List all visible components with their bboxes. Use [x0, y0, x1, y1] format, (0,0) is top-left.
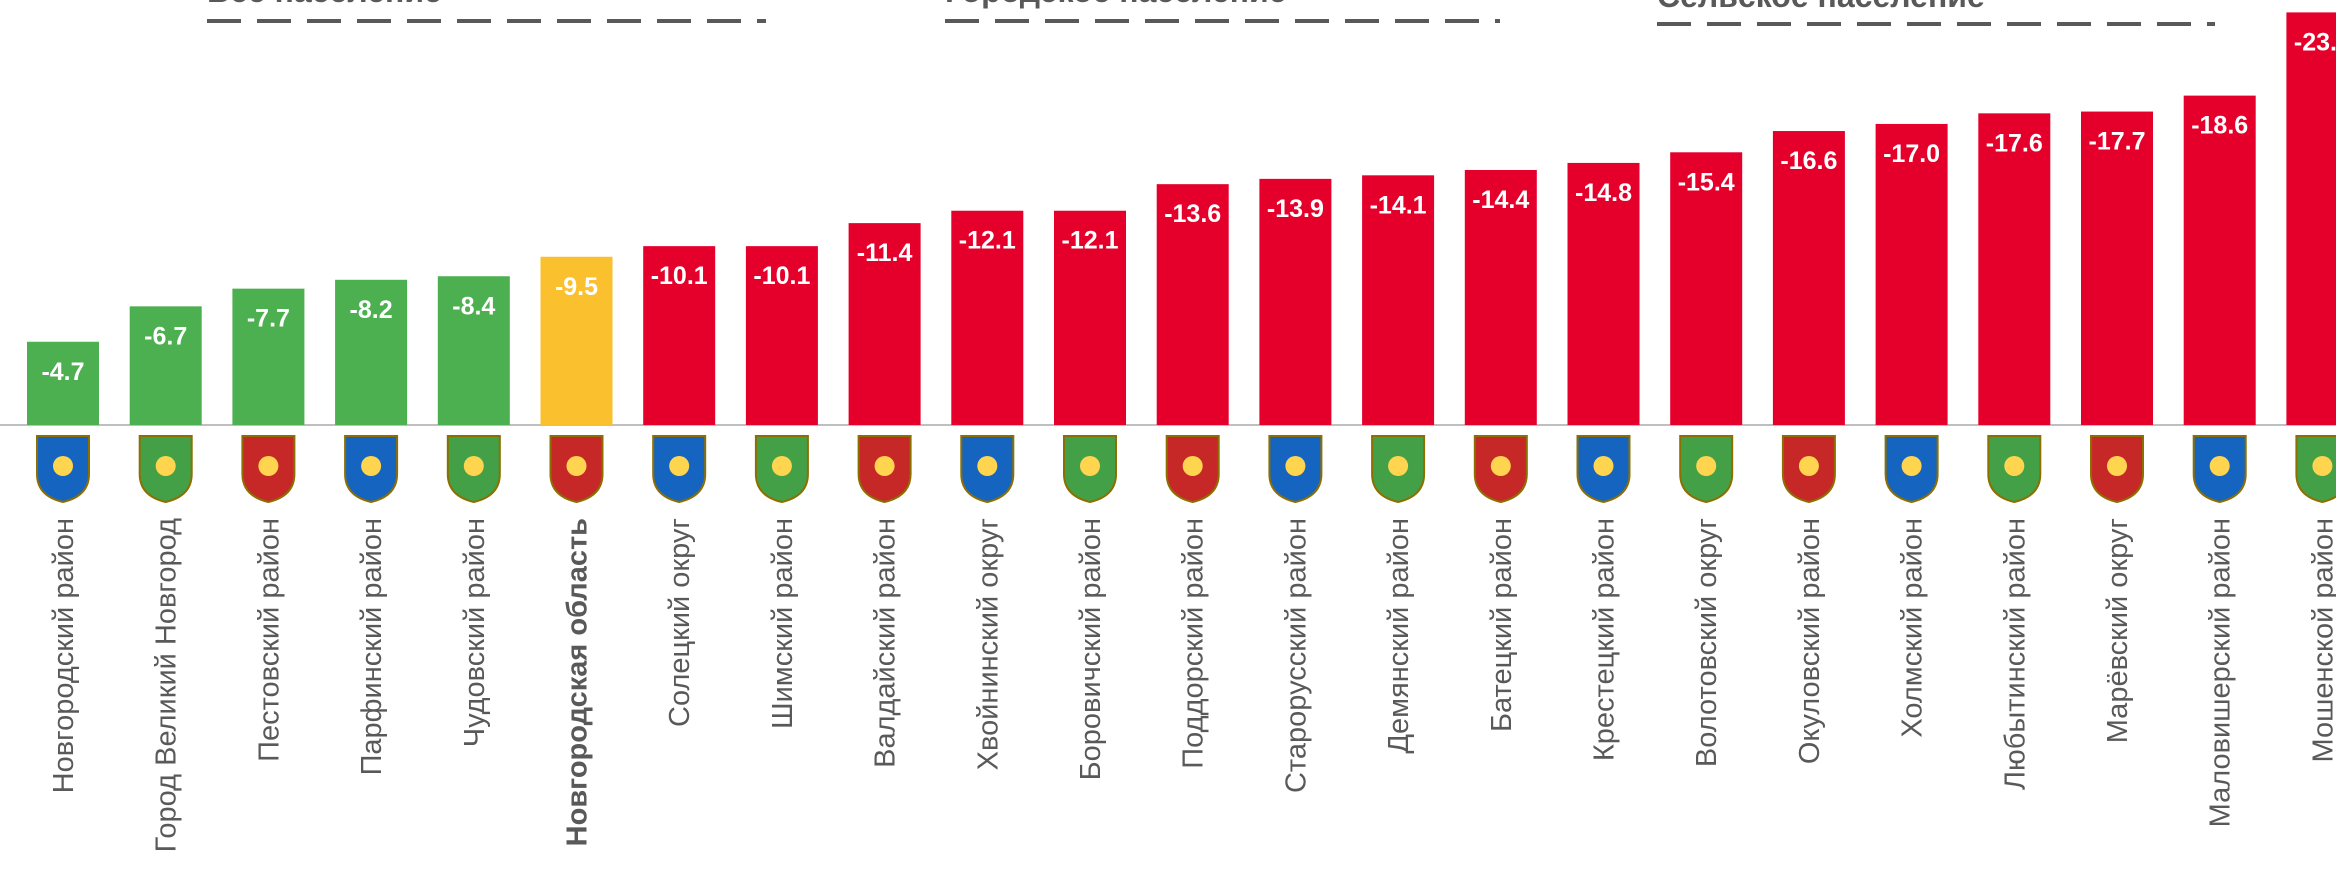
- bar: [643, 246, 716, 425]
- x-tick-label: Окуловский район: [1794, 518, 1826, 764]
- bar: [848, 223, 921, 425]
- value-label: -7.7: [247, 305, 290, 333]
- emblem-detail: [1901, 456, 1922, 476]
- x-tick-label: Боровичский район: [1075, 518, 1107, 780]
- bar: [2081, 111, 2153, 425]
- value-label: -17.6: [1986, 129, 2043, 157]
- value-label: -14.8: [1575, 179, 1632, 207]
- emblem-detail: [1696, 456, 1717, 476]
- x-tick-label: Старорусский район: [1280, 518, 1312, 793]
- bar: [335, 279, 408, 425]
- x-tick-label: Марёвский округ: [2102, 518, 2134, 743]
- bar: [540, 256, 613, 425]
- value-label: -12.1: [1062, 227, 1119, 255]
- bar: [1978, 113, 2051, 425]
- value-label: -10.1: [753, 262, 810, 290]
- x-tick-label: Новгородский район: [48, 518, 80, 793]
- value-label: -23.3: [2294, 28, 2336, 56]
- x-tick-label: Холмский район: [1897, 518, 1929, 738]
- bar: [1362, 175, 1435, 425]
- emblem-detail: [463, 456, 484, 476]
- value-label: -6.7: [144, 322, 187, 350]
- bar: [1464, 170, 1537, 425]
- emblem-detail: [1285, 456, 1306, 476]
- bar: [745, 246, 818, 425]
- header: Все население: [207, 0, 442, 9]
- emblem-detail: [2312, 456, 2333, 476]
- emblem-detail: [1388, 456, 1409, 476]
- x-tick-label: Город Великий Новгород: [151, 518, 183, 852]
- x-tick-label: Батецкий район: [1486, 518, 1518, 732]
- bar: [1567, 162, 1640, 425]
- header: Городское население: [945, 0, 1287, 9]
- bar: [1772, 131, 1845, 425]
- value-label: -12.1: [959, 227, 1016, 255]
- value-label: -9.5: [555, 273, 598, 301]
- value-label: -18.6: [2191, 112, 2248, 140]
- value-label: -14.1: [1370, 191, 1427, 219]
- value-label: -8.2: [350, 296, 393, 324]
- header: Сельское население: [1657, 0, 1985, 14]
- x-tick-label: Мошенской район: [2307, 518, 2336, 763]
- bar: [2286, 12, 2336, 425]
- emblem-detail: [1080, 456, 1100, 476]
- x-tick-label: Валдайский район: [870, 518, 902, 768]
- x-tick-label: Крестецкий район: [1589, 518, 1621, 761]
- emblem-detail: [361, 456, 382, 476]
- bar: [1875, 123, 1948, 425]
- x-tick-label: Поддорский район: [1178, 518, 1210, 769]
- bar: [129, 306, 202, 425]
- bar: [1054, 210, 1126, 425]
- emblem-detail: [1798, 456, 1819, 476]
- x-tick-label: Пестовский район: [253, 518, 285, 762]
- x-tick-label: Парфинский район: [356, 518, 388, 775]
- x-tick-label: Солецкий округ: [664, 518, 696, 727]
- emblem-detail: [566, 456, 587, 476]
- x-tick-label: Любытинский район: [1999, 518, 2031, 790]
- emblem-detail: [258, 456, 279, 476]
- emblem-detail: [2209, 456, 2230, 476]
- emblem-detail: [874, 456, 895, 476]
- value-label: -8.4: [452, 292, 495, 320]
- emblem-detail: [53, 456, 73, 476]
- value-label: -13.9: [1267, 195, 1324, 223]
- bar: [437, 276, 510, 425]
- bar: [2183, 95, 2256, 425]
- value-label: -15.4: [1678, 168, 1735, 196]
- x-tick-label: Маловишерский район: [2205, 518, 2237, 827]
- x-tick-label: Волотовский округ: [1691, 518, 1723, 767]
- bar: [27, 341, 99, 425]
- bar: [1156, 184, 1229, 425]
- emblem-detail: [2107, 456, 2127, 476]
- emblem-detail: [155, 456, 176, 476]
- emblem-detail: [1593, 456, 1614, 476]
- x-tick-label: Хвойнинский округ: [972, 518, 1004, 770]
- value-label: -11.4: [857, 239, 913, 267]
- value-label: -14.4: [1472, 186, 1529, 214]
- emblem-detail: [1490, 456, 1511, 476]
- emblem-detail: [977, 456, 998, 476]
- value-label: -17.7: [2089, 128, 2146, 156]
- x-tick-label: Чудовский район: [459, 518, 491, 747]
- emblem-detail: [1182, 456, 1203, 476]
- value-label: -17.0: [1883, 140, 1940, 168]
- value-label: -13.6: [1164, 200, 1221, 228]
- bar: [1670, 152, 1743, 425]
- value-label: -16.6: [1780, 147, 1837, 175]
- emblem-detail: [2004, 456, 2025, 476]
- x-tick-label: Новгородская область: [562, 518, 594, 846]
- emblem-detail: [669, 456, 690, 476]
- value-label: -10.1: [651, 262, 708, 290]
- value-label: -4.7: [41, 358, 84, 386]
- x-tick-label: Демянский район: [1383, 518, 1415, 754]
- bar: [232, 288, 305, 425]
- emblem-detail: [771, 456, 792, 476]
- bar: [951, 210, 1024, 425]
- x-tick-label: Шимский район: [767, 518, 799, 729]
- bar: [1259, 178, 1332, 425]
